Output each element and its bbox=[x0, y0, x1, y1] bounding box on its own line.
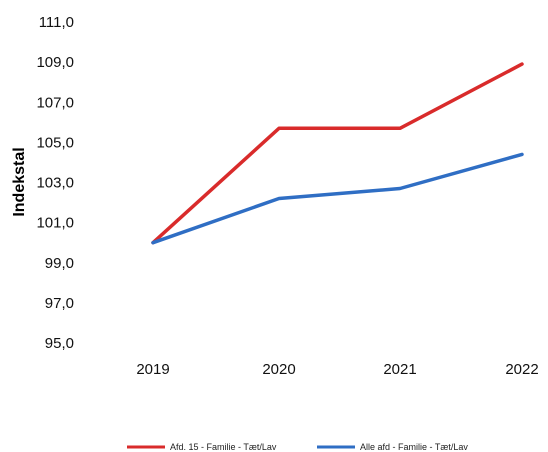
series-lines bbox=[151, 62, 524, 245]
legend: Afd. 15 - Familie - Tæt/Lav Alle afd - Fa… bbox=[127, 442, 468, 452]
y-tick-label: 109,0 bbox=[36, 54, 74, 71]
series-line-1 bbox=[151, 62, 524, 245]
x-tick-label: 2020 bbox=[262, 361, 295, 378]
y-tick-label: 103,0 bbox=[36, 175, 74, 192]
series-line-2 bbox=[151, 152, 524, 245]
y-tick-label: 101,0 bbox=[36, 215, 74, 232]
y-axis-ticks: 95,0 97,0 99,0 101,0 103,0 105,0 107,0 109,0 111… bbox=[36, 14, 74, 352]
legend-label-2: Alle afd - Familie - Tæt/Lav bbox=[360, 442, 468, 452]
y-tick-label: 99,0 bbox=[45, 255, 74, 272]
x-tick-label: 2019 bbox=[136, 361, 169, 378]
y-tick-label: 105,0 bbox=[36, 134, 74, 151]
y-tick-label: 97,0 bbox=[45, 295, 74, 312]
x-axis-ticks: 2019 2020 2021 2022 bbox=[136, 361, 538, 378]
y-tick-label: 107,0 bbox=[36, 94, 74, 111]
legend-label-1: Afd. 15 - Familie - Tæt/Lav bbox=[170, 442, 277, 452]
y-tick-label: 111,0 bbox=[39, 14, 74, 31]
x-tick-label: 2021 bbox=[383, 361, 416, 378]
y-tick-label: 95,0 bbox=[45, 335, 74, 352]
x-tick-label: 2022 bbox=[505, 361, 538, 378]
y-axis-title: Indekstal bbox=[11, 147, 28, 216]
